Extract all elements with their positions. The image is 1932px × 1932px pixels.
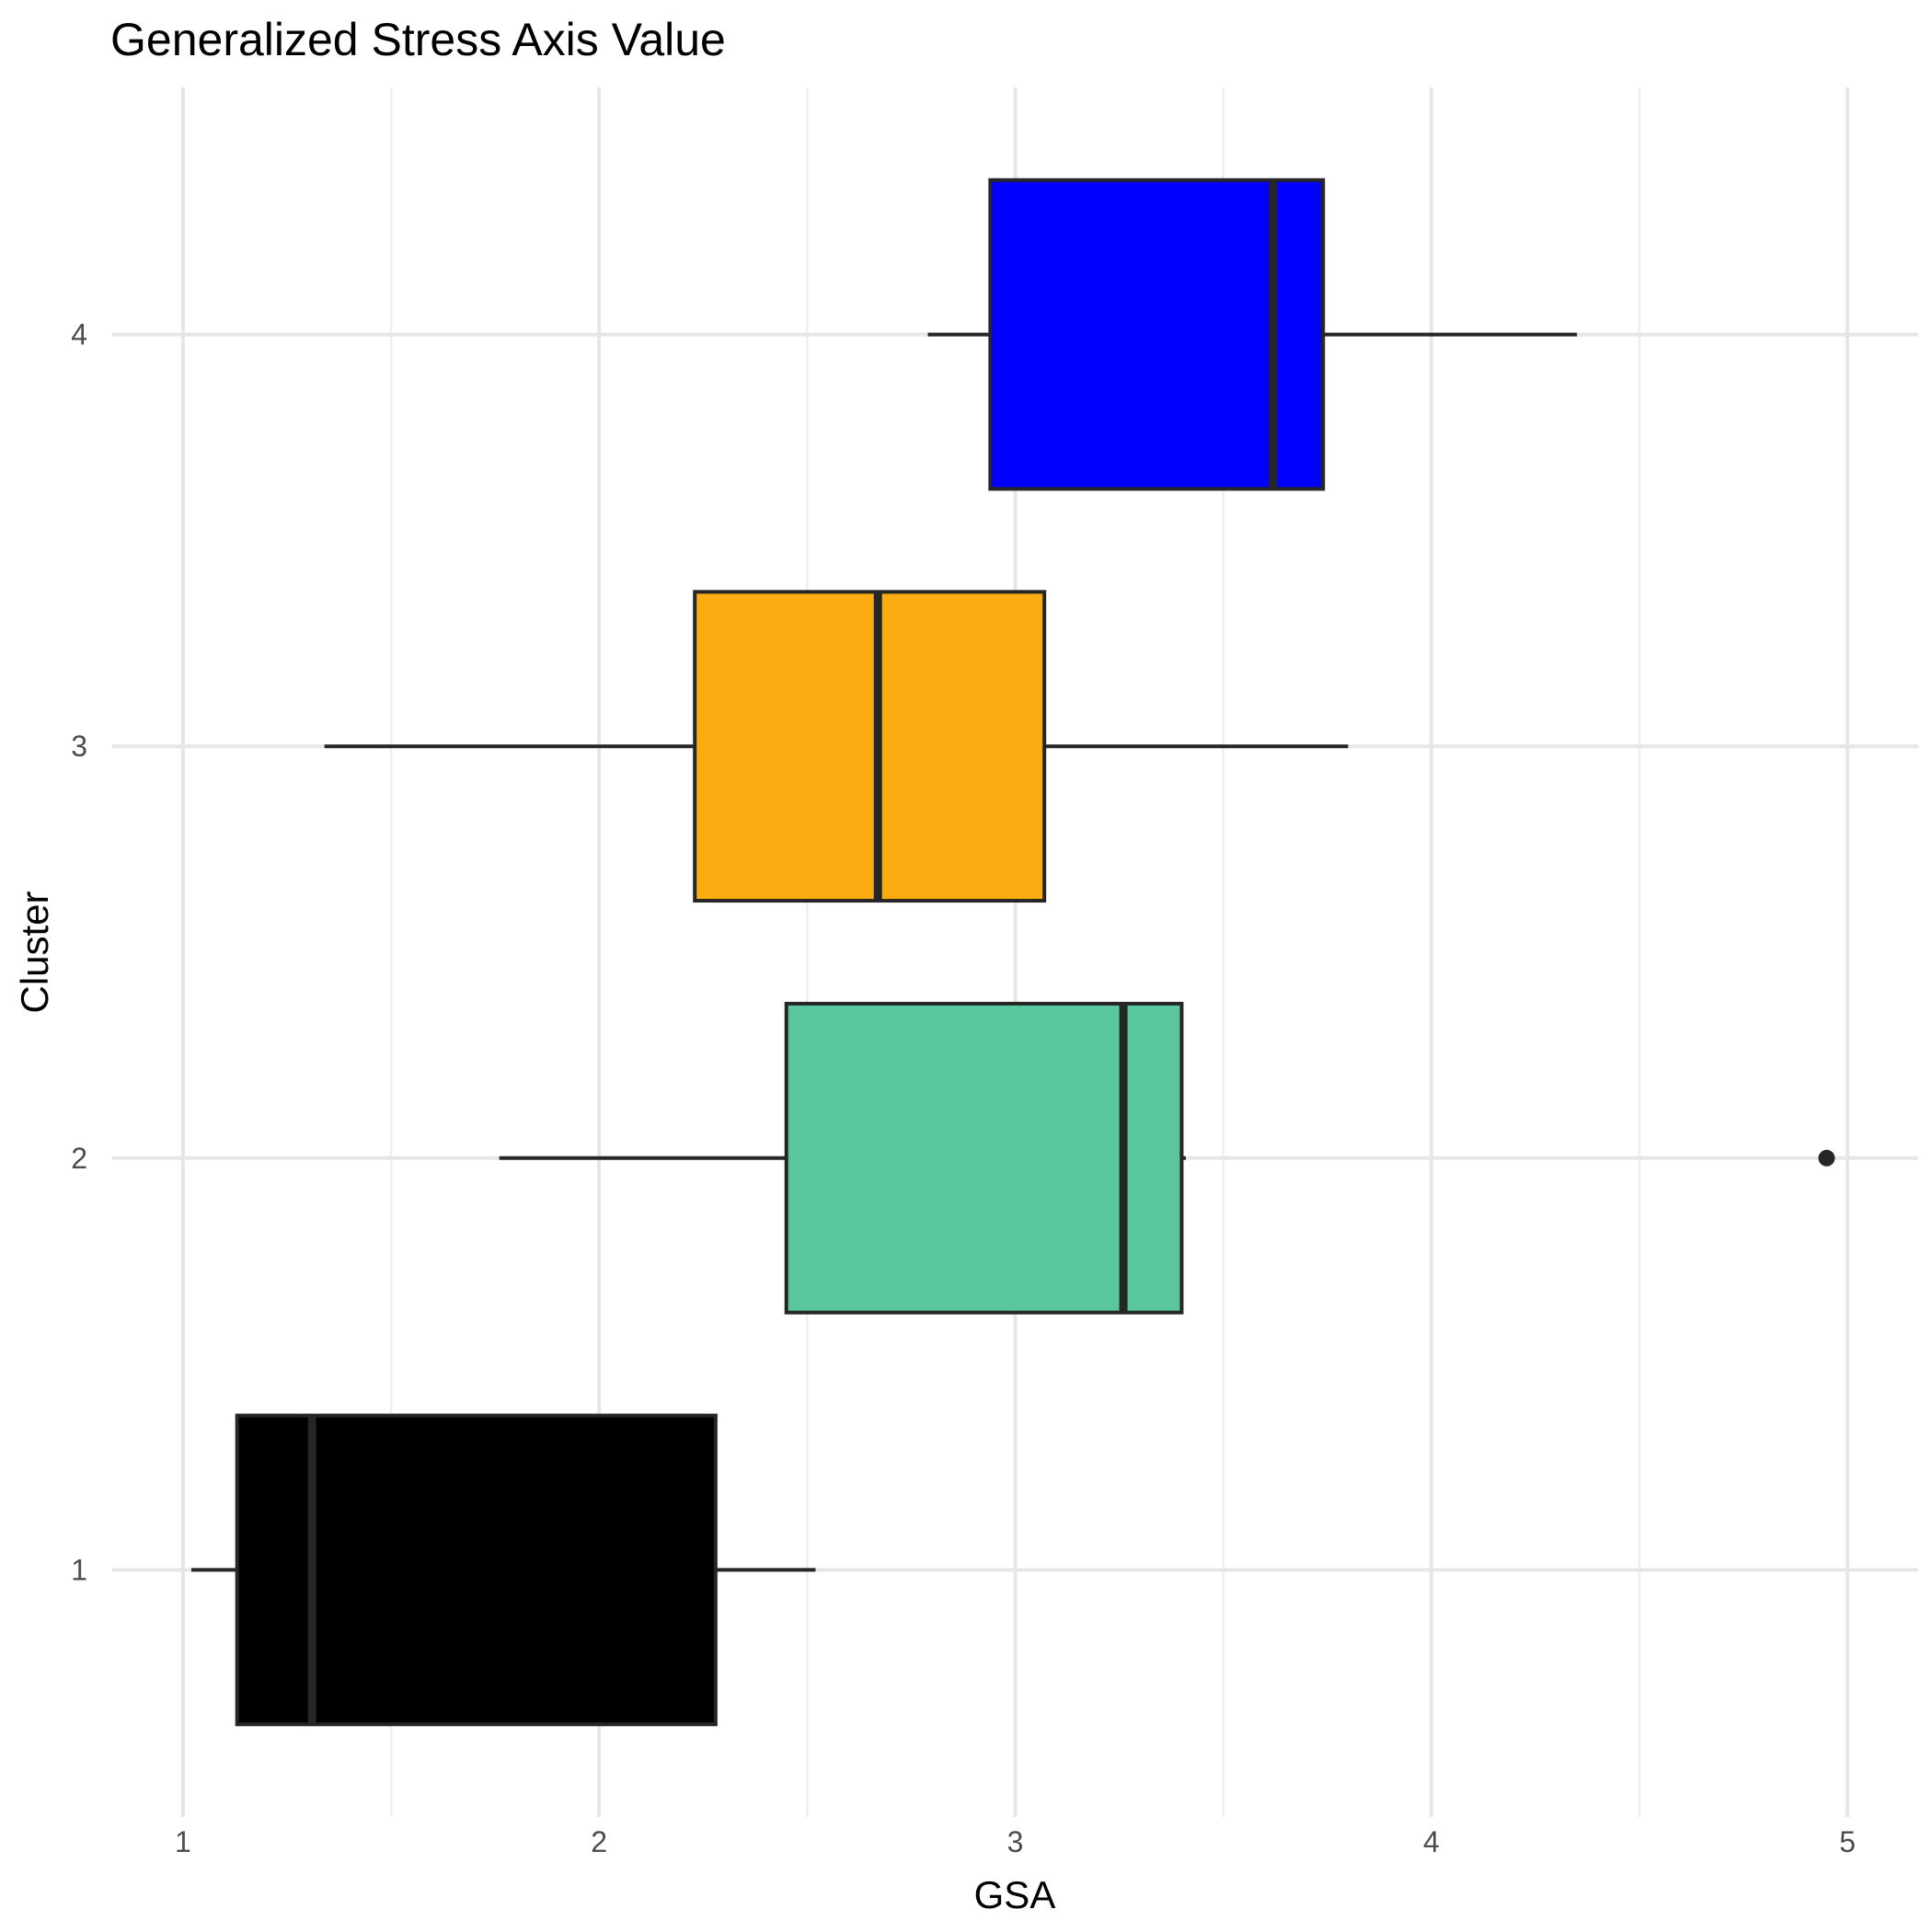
y-tick-label: 3 bbox=[71, 730, 87, 763]
iqr-box bbox=[988, 178, 1326, 491]
y-tick-label: 1 bbox=[71, 1553, 87, 1586]
iqr-box bbox=[693, 590, 1047, 903]
iqr-box bbox=[235, 1413, 718, 1727]
x-tick-label: 4 bbox=[1423, 1825, 1440, 1858]
box-cluster-4 bbox=[927, 178, 1578, 491]
x-tick-label: 1 bbox=[175, 1825, 191, 1858]
x-tick-label: 5 bbox=[1839, 1825, 1856, 1858]
box-cluster-2 bbox=[499, 1001, 1835, 1315]
x-axis-title: GSA bbox=[974, 1873, 1056, 1916]
y-axis-title: Cluster bbox=[13, 891, 56, 1013]
x-axis-tick-labels: 1 2 3 4 5 bbox=[175, 1825, 1856, 1858]
y-tick-label: 4 bbox=[71, 318, 87, 351]
x-tick-label: 2 bbox=[591, 1825, 607, 1858]
iqr-box bbox=[784, 1001, 1184, 1315]
x-tick-label: 3 bbox=[1007, 1825, 1024, 1858]
box-series bbox=[190, 178, 1835, 1727]
box-cluster-3 bbox=[324, 590, 1349, 903]
outlier-point bbox=[1818, 1149, 1835, 1167]
box-cluster-1 bbox=[190, 1413, 816, 1727]
y-axis-tick-labels: 1 2 3 4 bbox=[71, 318, 87, 1587]
y-tick-label: 2 bbox=[71, 1142, 87, 1175]
chart-title: Generalized Stress Axis Value bbox=[110, 14, 726, 65]
